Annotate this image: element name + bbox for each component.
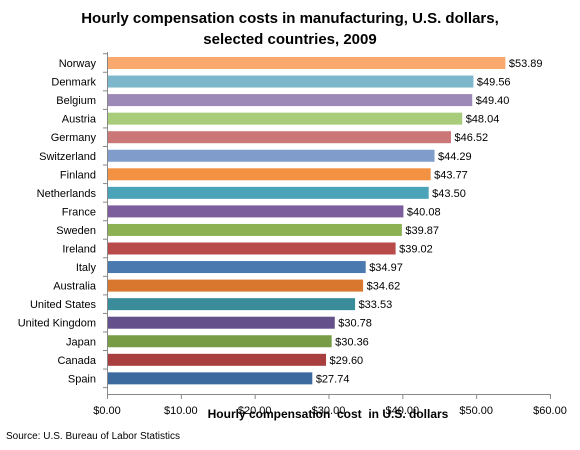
value-label: $39.02	[399, 244, 433, 256]
category-label: Sweden	[56, 225, 96, 237]
category-label: Italy	[76, 262, 97, 274]
bar-united-kingdom	[107, 316, 335, 329]
bar-italy	[107, 261, 366, 274]
value-label: $48.04	[466, 114, 500, 126]
x-tick-label: $0.00	[93, 405, 121, 417]
category-label: Canada	[57, 355, 96, 367]
x-axis-title: Hourly compensation cost in U.S. dollars	[208, 407, 449, 421]
bar-denmark	[107, 75, 474, 88]
category-label: Germany	[51, 132, 97, 144]
value-label: $49.40	[476, 95, 510, 107]
x-tick-label: $60.00	[533, 405, 567, 417]
bar-united-states	[107, 298, 356, 311]
value-label: $43.50	[432, 188, 466, 200]
bar-belgium	[107, 94, 473, 107]
x-tick-label: $10.00	[164, 405, 198, 417]
category-label: France	[62, 206, 96, 218]
category-label: Austria	[62, 114, 97, 126]
chart-title-line-1: Hourly compensation costs in manufacturi…	[81, 10, 499, 27]
value-label: $29.60	[330, 355, 364, 367]
bar-switzerland	[107, 149, 435, 162]
value-label: $33.53	[359, 299, 393, 311]
x-tick-label: $40.00	[386, 405, 420, 417]
category-label: Ireland	[62, 244, 96, 256]
value-label: $30.36	[335, 336, 369, 348]
bar-japan	[107, 335, 332, 348]
bar-canada	[107, 353, 327, 366]
x-tick-label: $50.00	[459, 405, 493, 417]
category-label: Netherlands	[37, 188, 97, 200]
value-label: $34.97	[369, 262, 403, 274]
bar-spain	[107, 372, 313, 385]
category-label: United Kingdom	[18, 318, 96, 330]
bar-france	[107, 205, 404, 218]
value-label: $30.78	[338, 318, 372, 330]
source-note: Source: U.S. Bureau of Labor Statistics	[6, 431, 180, 442]
value-labels-group: $53.89 $49.56 $49.40 $48.04 $46.52 $44.29 $43.…	[316, 58, 543, 385]
value-label: $43.77	[434, 169, 468, 181]
bar-ireland	[107, 242, 396, 255]
category-label: Norway	[59, 58, 97, 70]
chart-title-line-2: selected countries, 2009	[203, 31, 377, 48]
category-label: United States	[30, 299, 97, 311]
x-tick-label: $20.00	[238, 405, 272, 417]
bar-netherlands	[107, 186, 429, 199]
category-label: Australia	[53, 281, 97, 293]
category-label: Japan	[66, 336, 96, 348]
category-labels-group: Norway Denmark Belgium Austria Germany Switze…	[18, 58, 97, 385]
category-label: Denmark	[51, 77, 96, 89]
value-label: $46.52	[454, 132, 488, 144]
bar-sweden	[107, 223, 402, 236]
category-label: Spain	[68, 373, 96, 385]
value-label: $39.87	[405, 225, 439, 237]
bar-norway	[107, 57, 506, 69]
value-label: $44.29	[438, 151, 472, 163]
bar-australia	[107, 279, 364, 292]
category-label: Finland	[60, 169, 96, 181]
bar-austria	[107, 112, 463, 125]
bar-finland	[107, 168, 431, 181]
value-label: $27.74	[316, 373, 350, 385]
category-label: Belgium	[56, 95, 96, 107]
bar-germany	[107, 131, 451, 144]
category-label: Switzerland	[39, 151, 96, 163]
value-label: $49.56	[477, 77, 511, 89]
x-ticks-group: $0.00 $10.00 $20.00 $30.00 $40.00 $50.00 $60.0…	[93, 53, 567, 417]
value-label: $40.08	[407, 206, 441, 218]
value-label: $53.89	[509, 58, 543, 70]
bars-group	[107, 57, 506, 385]
x-tick-label: $30.00	[312, 405, 346, 417]
value-label: $34.62	[367, 281, 401, 293]
